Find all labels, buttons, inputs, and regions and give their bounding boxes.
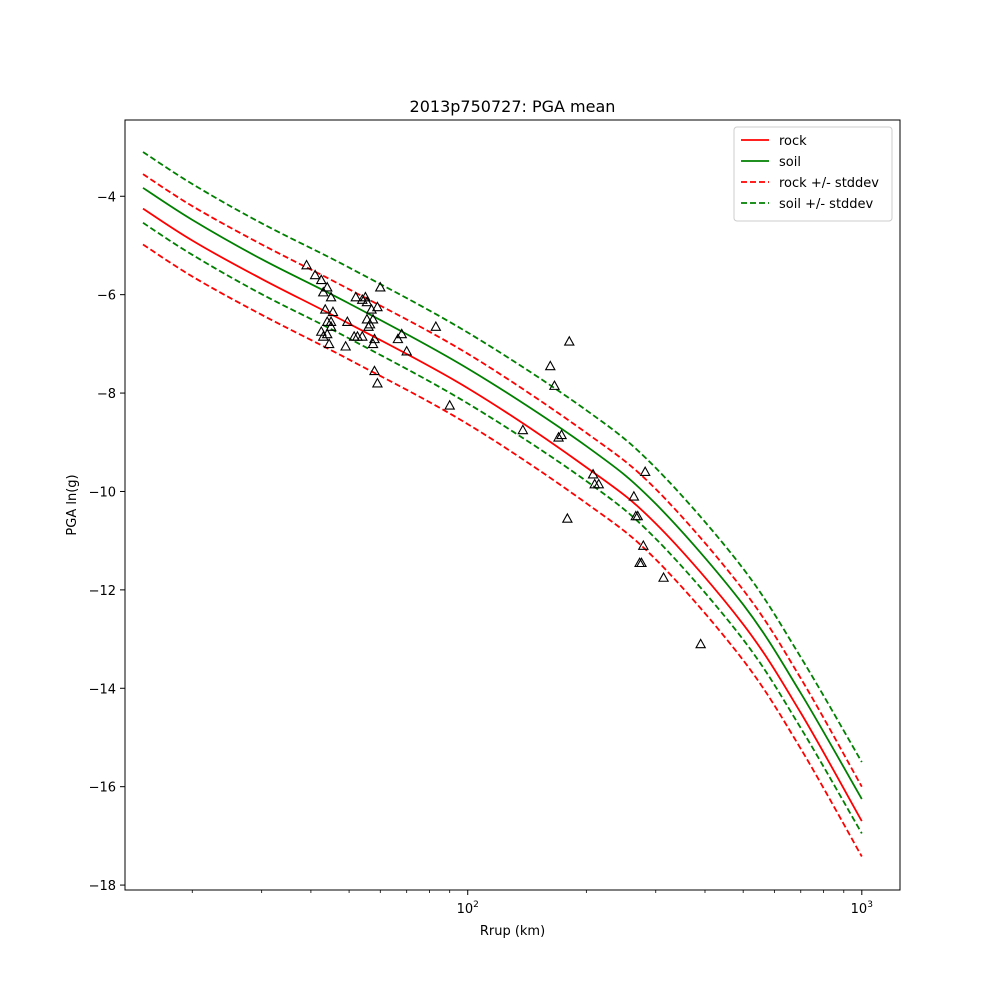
- observation-point: [356, 293, 368, 304]
- observation-point: [555, 429, 568, 440]
- observation-point: [317, 330, 329, 341]
- series-line-rock-stddev-3: [142, 243, 863, 857]
- series-line-soil-stddev-4: [142, 151, 863, 763]
- observation-point: [371, 301, 383, 312]
- observation-point: [658, 571, 670, 582]
- x-tick-label: 103: [851, 900, 873, 917]
- y-tick-label: −8: [97, 387, 116, 402]
- observation-point: [317, 286, 329, 297]
- legend-label: soil: [779, 155, 801, 170]
- observation-point: [637, 539, 649, 550]
- legend: rock soil rock +/- stddev soil +/- stddev: [733, 126, 893, 222]
- y-tick-label: −16: [89, 781, 116, 796]
- observation-point: [444, 399, 456, 410]
- observation-point: [361, 296, 373, 307]
- observation-point: [632, 510, 644, 521]
- observation-point: [341, 315, 353, 326]
- observation-point: [340, 340, 352, 351]
- x-tick-label: 102: [457, 900, 479, 917]
- observation-point: [361, 313, 373, 324]
- observation-point: [517, 424, 529, 435]
- observation-point: [561, 512, 573, 523]
- series-line-rock-0: [142, 207, 863, 822]
- series-line-soil-stddev-5: [142, 222, 863, 834]
- observation-point: [396, 328, 408, 339]
- observation-point: [319, 303, 331, 314]
- observation-point: [321, 328, 333, 339]
- observation-point: [401, 345, 413, 356]
- observation-point: [593, 478, 605, 489]
- observation-point: [323, 338, 335, 349]
- observation-point: [563, 335, 575, 346]
- observation-point: [356, 330, 368, 341]
- axes-frame: [124, 119, 901, 891]
- y-tick-label: −6: [97, 289, 116, 304]
- observation-point: [325, 315, 337, 326]
- observation-point: [371, 377, 383, 388]
- observation-point: [367, 313, 379, 324]
- observation-point: [301, 259, 313, 270]
- legend-label: soil +/- stddev: [779, 197, 874, 212]
- observation-point: [315, 274, 327, 285]
- observation-point: [392, 333, 404, 344]
- y-tick-label: −14: [89, 682, 116, 697]
- y-tick-label: −10: [89, 485, 116, 500]
- legend-box: [733, 126, 893, 222]
- y-tick-label: −18: [89, 879, 116, 894]
- legend-label: rock: [779, 134, 807, 149]
- observation-point: [430, 320, 442, 331]
- observation-point: [548, 379, 560, 390]
- observation-point: [367, 338, 379, 349]
- y-tick-label: −4: [97, 190, 116, 205]
- y-tick-label: −12: [89, 584, 116, 599]
- y-axis-label: PGA ln(g): [65, 474, 80, 535]
- observation-point: [364, 318, 376, 329]
- observation-point: [374, 281, 386, 292]
- series-line-rock-stddev-2: [142, 173, 863, 788]
- x-axis-label: Rrup (km): [480, 924, 545, 939]
- observation-point: [325, 320, 337, 331]
- observation-point: [350, 291, 362, 302]
- observation-point: [639, 466, 651, 477]
- observation-point: [325, 291, 337, 302]
- observation-point: [635, 557, 648, 568]
- observation-point: [628, 490, 640, 501]
- observation-point: [321, 281, 333, 292]
- series-layer: [142, 151, 863, 857]
- observation-point: [553, 431, 565, 442]
- observation-point: [587, 468, 599, 479]
- legend-label: rock +/- stddev: [779, 176, 879, 191]
- observation-point: [695, 638, 707, 649]
- observation-points: [301, 259, 707, 649]
- observation-point: [544, 360, 556, 371]
- series-line-soil-1: [142, 187, 863, 800]
- observation-point: [327, 306, 339, 317]
- observation-point: [309, 269, 321, 280]
- chart-title: 2013p750727: PGA mean: [410, 97, 616, 116]
- axis-ticks: −18 −16 −14 −12 −10 −8 −6 −4 102 103: [89, 190, 873, 917]
- observation-point: [368, 365, 381, 376]
